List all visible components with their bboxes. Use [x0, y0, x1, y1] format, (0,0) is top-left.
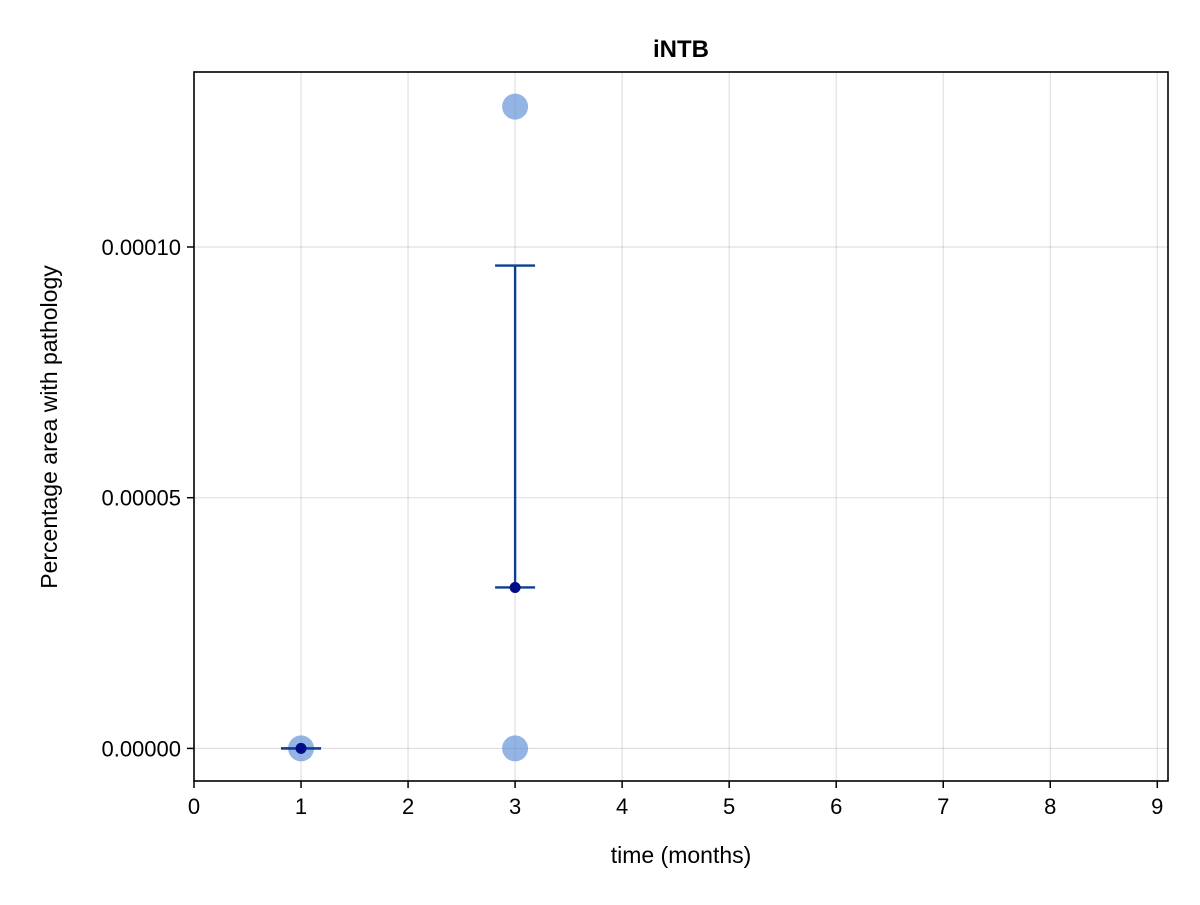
x-axis-title: time (months) — [611, 842, 752, 868]
y-tick-label: 0.00005 — [101, 486, 181, 511]
data-layer — [281, 93, 536, 762]
axis-ticks: 0 1 2 3 4 5 6 7 8 9 0.00000 0.00005 0.00010 — [101, 235, 1163, 819]
x-tick-label: 8 — [1044, 794, 1056, 819]
x-tick-label: 6 — [830, 794, 842, 819]
plot-frame — [193, 71, 1169, 782]
data-point — [502, 735, 529, 762]
mean-marker — [509, 581, 521, 593]
y-axis-title: Percentage area with pathology — [36, 265, 62, 589]
y-tick-label: 0.00000 — [101, 736, 181, 761]
x-tick-label: 5 — [723, 794, 735, 819]
mean-marker — [295, 742, 307, 754]
x-tick-label: 2 — [402, 794, 414, 819]
x-tick-label: 7 — [937, 794, 949, 819]
x-tick-label: 3 — [509, 794, 521, 819]
data-point — [502, 93, 529, 120]
x-tick-label: 4 — [616, 794, 628, 819]
x-tick-label: 1 — [295, 794, 307, 819]
grid — [193, 72, 1168, 781]
chart-title: iNTB — [653, 36, 709, 63]
y-tick-label: 0.00010 — [101, 235, 181, 260]
x-tick-label: 0 — [188, 794, 200, 819]
x-tick-label: 9 — [1151, 794, 1163, 819]
